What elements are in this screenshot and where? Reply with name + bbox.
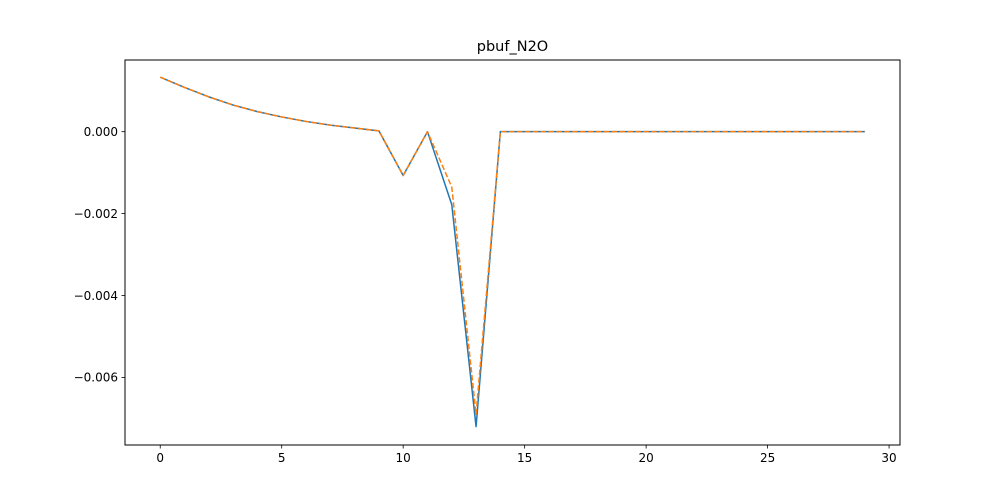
x-tick-label: 0 <box>156 451 164 465</box>
x-axis: 0 5 10 15 20 25 30 <box>156 445 897 465</box>
y-tick-label: −0.002 <box>74 207 118 221</box>
x-tick-label: 25 <box>760 451 775 465</box>
x-tick-label: 30 <box>881 451 896 465</box>
series-line-0 <box>159 76 865 428</box>
y-tick-label: −0.006 <box>74 371 118 385</box>
chart-title: pbuf_N2O <box>477 39 548 55</box>
y-axis: −0.006 −0.004 −0.002 0.000 <box>74 125 125 385</box>
series-line-1 <box>159 76 865 416</box>
y-tick-label: −0.004 <box>74 289 118 303</box>
plot-frame <box>124 59 901 446</box>
x-tick-label: 5 <box>278 451 286 465</box>
x-tick-label: 15 <box>517 451 532 465</box>
series-layer <box>159 76 865 428</box>
x-tick-label: 20 <box>638 451 653 465</box>
y-tick-label: 0.000 <box>84 125 118 139</box>
x-tick-label: 10 <box>396 451 411 465</box>
